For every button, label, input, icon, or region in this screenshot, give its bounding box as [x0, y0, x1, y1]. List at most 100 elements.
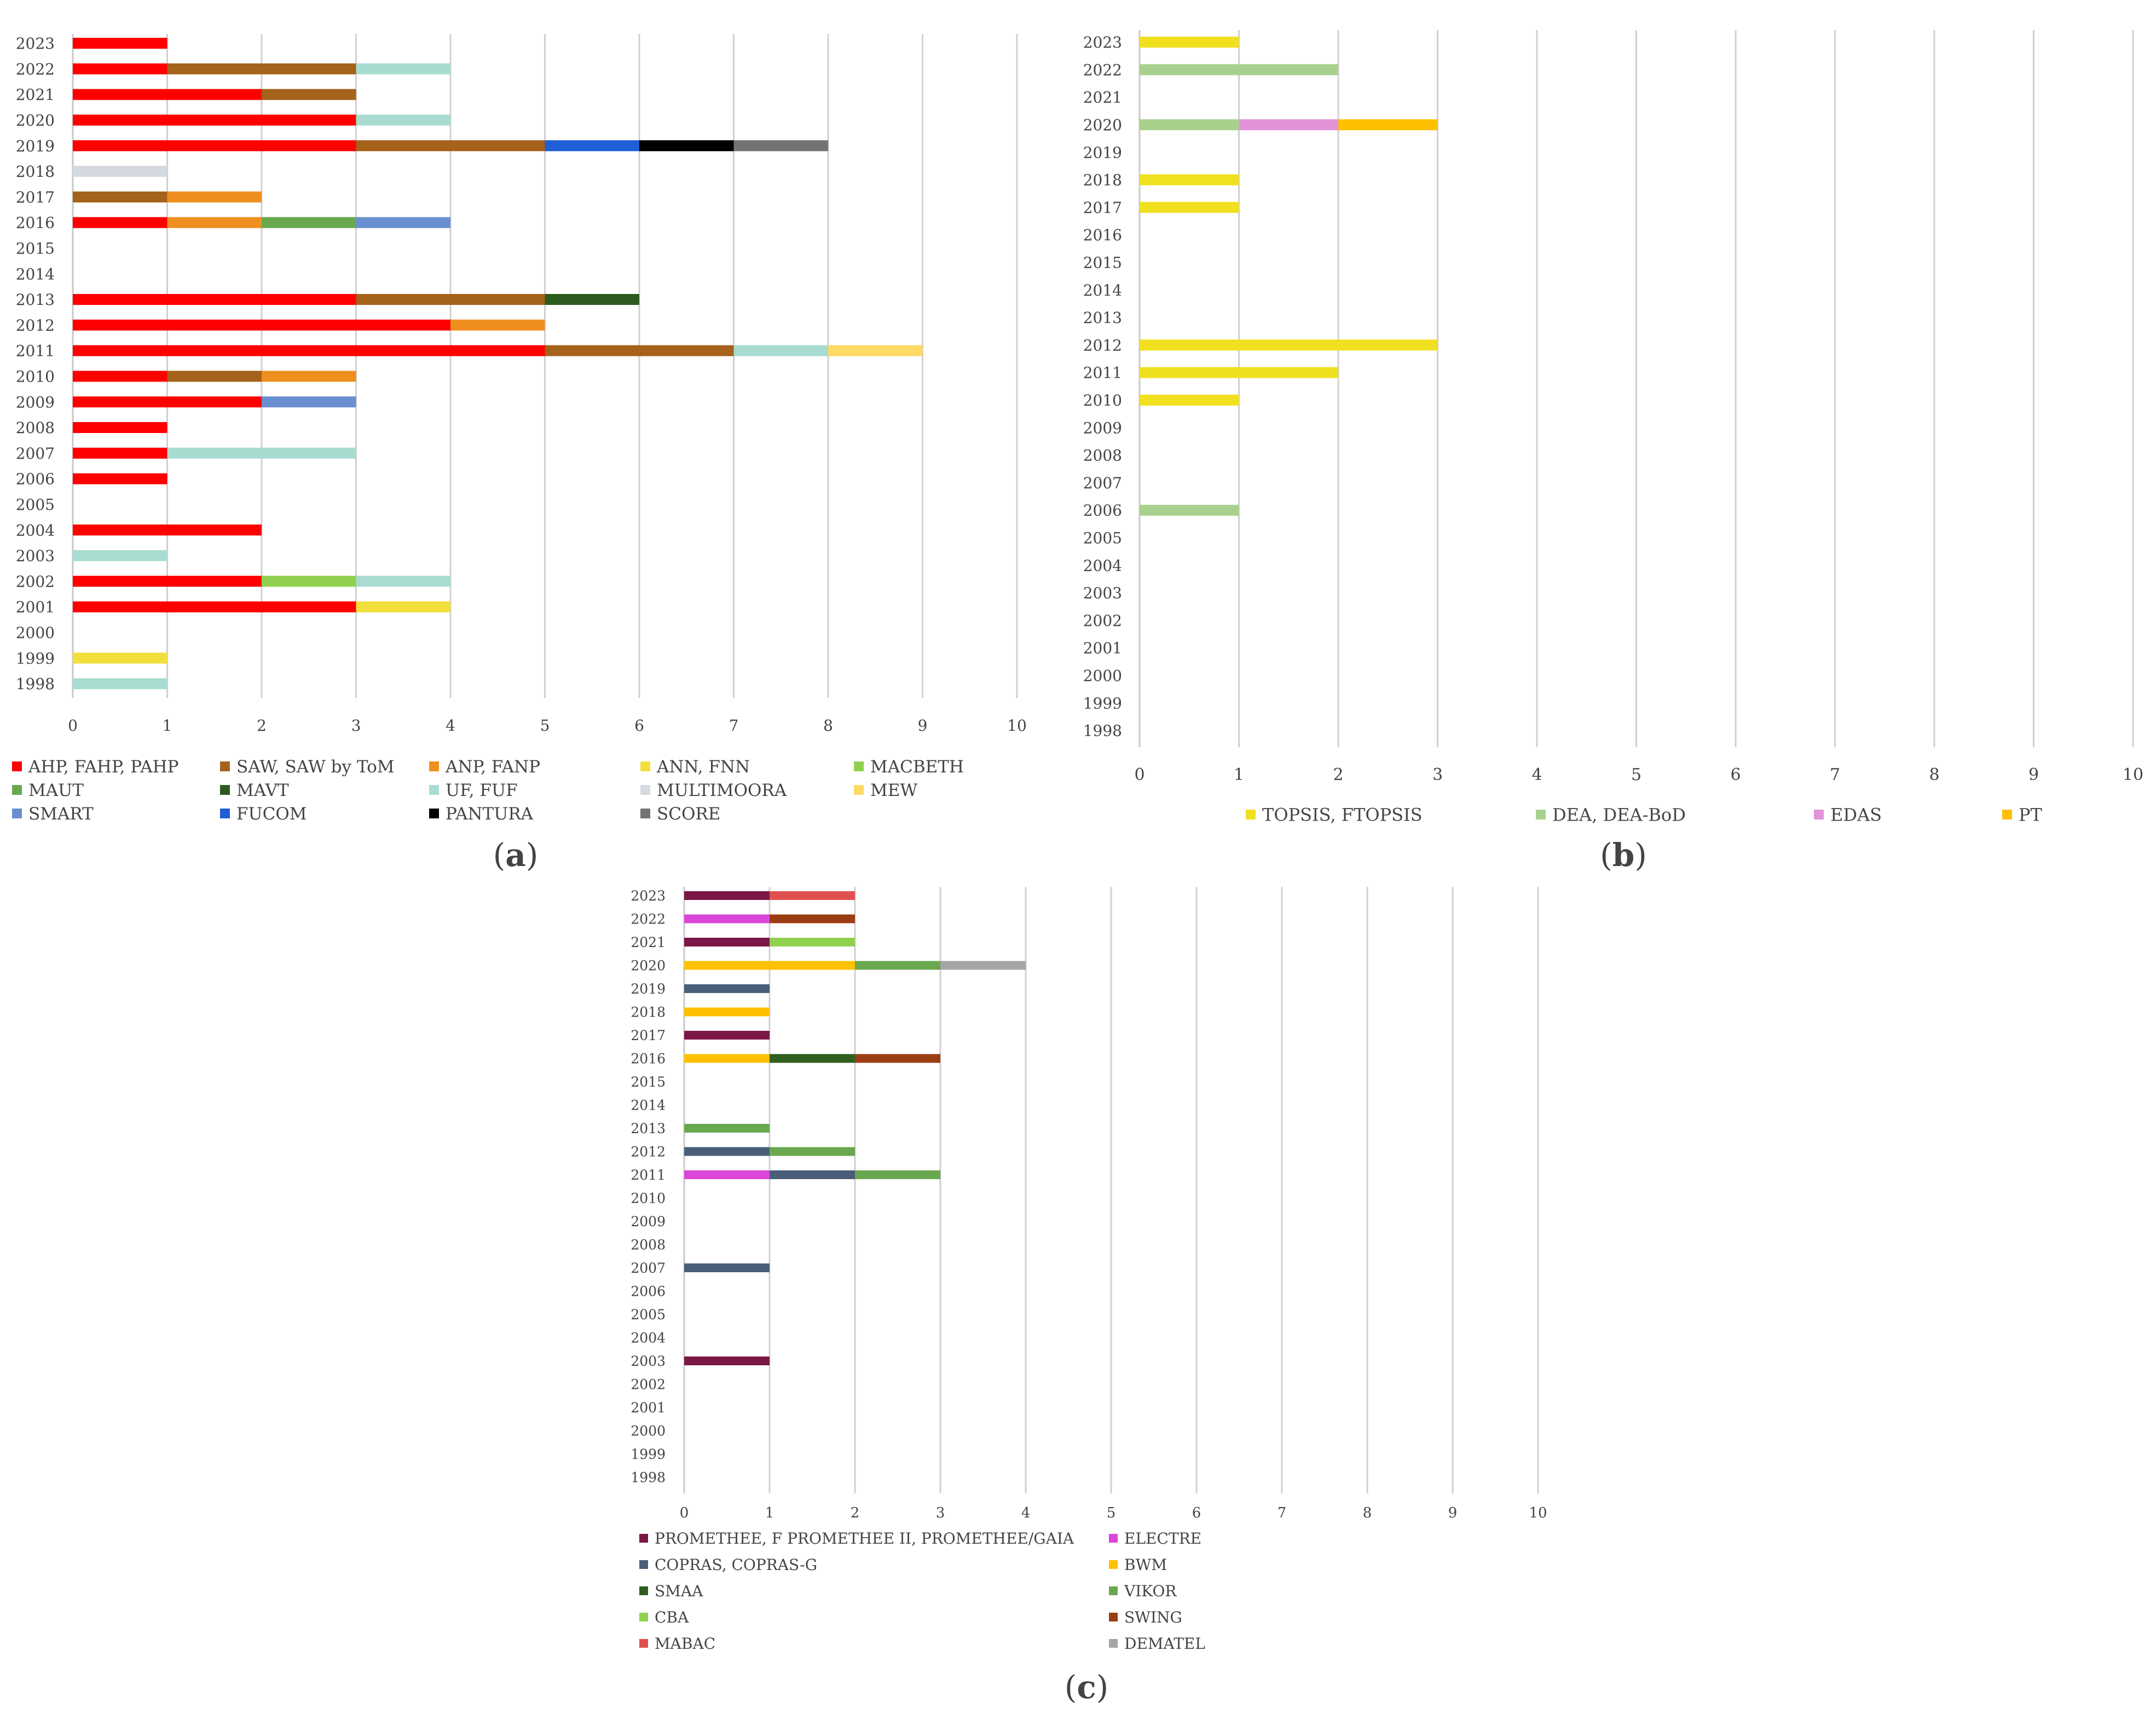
bar-c-2017-s0 — [684, 1031, 770, 1040]
bar-c-2003-s0 — [684, 1357, 770, 1365]
category-label-c-2009: 2009 — [631, 1214, 666, 1230]
legend-item-c-9: DEMATEL — [1109, 1635, 1205, 1653]
legend-label-c-1: ELECTRE — [1124, 1529, 1201, 1548]
legend-swatch-c-6 — [639, 1613, 648, 1621]
x-tick-label-a-4: 4 — [446, 717, 455, 735]
bar-a-2016-s5 — [262, 217, 356, 228]
legend-item-a-7: UF, FUF — [429, 781, 518, 800]
legend-swatch-c-2 — [639, 1560, 648, 1569]
legend-item-b-2: EDAS — [1814, 805, 1882, 826]
category-label-a-2009: 2009 — [16, 393, 55, 411]
bar-b-2010-s0 — [1140, 394, 1239, 406]
x-tick-label-a-5: 5 — [540, 717, 550, 735]
legend-item-c-4: SMAA — [639, 1582, 703, 1600]
category-label-b-2013: 2013 — [1083, 309, 1122, 327]
legend-label-c-6: CBA — [655, 1608, 689, 1626]
category-label-c-2014: 2014 — [631, 1098, 666, 1113]
x-tick-label-b-7: 7 — [1830, 765, 1840, 784]
category-label-b-2023: 2023 — [1083, 33, 1122, 51]
category-label-c-2011: 2011 — [631, 1167, 666, 1183]
category-label-b-2012: 2012 — [1083, 336, 1122, 354]
legend-label-a-12: PANTURA — [446, 804, 534, 824]
category-label-a-2012: 2012 — [16, 316, 55, 334]
bar-c-2012-s2 — [684, 1147, 770, 1156]
bar-a-2002-s7 — [356, 575, 450, 587]
legend-label-c-7: SWING — [1124, 1608, 1182, 1626]
category-label-b-2019: 2019 — [1083, 143, 1122, 161]
legend-swatch-a-9 — [854, 785, 864, 795]
x-tick-label-a-6: 6 — [634, 717, 644, 735]
bar-c-2013-s5 — [684, 1124, 770, 1133]
category-label-a-1999: 1999 — [16, 649, 55, 667]
category-label-b-2002: 2002 — [1083, 611, 1122, 630]
category-label-c-2008: 2008 — [631, 1237, 666, 1253]
x-tick-label-b-8: 8 — [1929, 765, 1939, 784]
category-label-a-2015: 2015 — [16, 239, 55, 257]
legend-swatch-a-10 — [12, 809, 22, 818]
legend-swatch-a-3 — [640, 761, 650, 771]
category-label-b-2020: 2020 — [1083, 116, 1122, 134]
bar-a-1999-s3 — [73, 653, 167, 664]
legend-swatch-c-5 — [1109, 1586, 1118, 1595]
legend-label-a-8: MULTIMOORA — [657, 781, 787, 800]
legend-label-c-3: BWM — [1124, 1556, 1167, 1574]
category-label-c-2003: 2003 — [631, 1353, 666, 1369]
legend-label-c-4: SMAA — [655, 1582, 703, 1600]
x-tick-label-a-2: 2 — [257, 717, 267, 735]
legend-label-a-13: SCORE — [657, 804, 720, 824]
legend-swatch-a-1 — [220, 761, 230, 771]
bar-c-2007-s2 — [684, 1263, 770, 1272]
category-label-c-2016: 2016 — [631, 1051, 666, 1067]
bar-a-2019-s11 — [545, 140, 639, 152]
bar-c-2023-s8 — [770, 891, 855, 900]
legend-swatch-a-6 — [220, 785, 230, 795]
bar-a-2016-s0 — [73, 217, 167, 228]
legend-item-c-5: VIKOR — [1109, 1582, 1177, 1600]
x-tick-label-c-0: 0 — [680, 1505, 689, 1521]
category-label-b-2007: 2007 — [1083, 474, 1122, 492]
category-label-a-2010: 2010 — [16, 367, 55, 385]
legend-item-a-13: SCORE — [640, 804, 720, 824]
legend-swatch-a-13 — [640, 809, 650, 818]
x-tick-label-c-7: 7 — [1278, 1505, 1287, 1521]
legend-swatch-c-7 — [1109, 1613, 1118, 1621]
bar-c-2012-s5 — [770, 1147, 855, 1156]
x-tick-label-a-10: 10 — [1007, 717, 1027, 735]
category-label-c-2010: 2010 — [631, 1191, 666, 1207]
bar-a-2019-s1 — [356, 140, 545, 152]
bar-a-2019-s12 — [639, 140, 734, 152]
category-label-a-2016: 2016 — [16, 214, 55, 232]
legend-item-a-0: AHP, FAHP, PAHP — [12, 757, 179, 777]
category-label-a-2020: 2020 — [16, 111, 55, 129]
legend-item-a-9: MEW — [854, 781, 917, 800]
bar-c-2022-s1 — [684, 914, 770, 924]
category-label-a-2014: 2014 — [16, 265, 55, 283]
category-label-c-2002: 2002 — [631, 1377, 666, 1393]
category-label-a-2022: 2022 — [16, 60, 55, 78]
category-label-a-2018: 2018 — [16, 163, 55, 181]
chart-panel-b: 0 1 2 3 4 5 6 7 8 9 10 2023 2022 2021 2020 2019 2018 2017… — [1083, 30, 2143, 874]
legend-item-a-3: ANN, FNN — [640, 757, 750, 777]
legend-swatch-b-2 — [1814, 810, 1824, 819]
category-label-c-2006: 2006 — [631, 1284, 666, 1300]
category-label-b-2017: 2017 — [1083, 199, 1122, 217]
bar-a-2004-s0 — [73, 524, 262, 536]
legend-item-b-0: TOPSIS, FTOPSIS — [1246, 805, 1423, 826]
category-label-c-2018: 2018 — [631, 1005, 666, 1020]
category-label-c-1998: 1998 — [631, 1470, 666, 1486]
x-tick-label-b-0: 0 — [1134, 765, 1145, 784]
x-tick-label-a-1: 1 — [163, 717, 172, 735]
bar-a-2012-s0 — [73, 319, 450, 331]
category-label-c-2005: 2005 — [631, 1307, 666, 1323]
bar-a-2012-s2 — [450, 319, 545, 331]
category-label-a-2007: 2007 — [16, 445, 55, 463]
category-label-a-2000: 2000 — [16, 624, 55, 642]
category-label-b-2001: 2001 — [1083, 639, 1122, 657]
legend-swatch-a-5 — [12, 785, 22, 795]
category-label-b-2021: 2021 — [1083, 89, 1122, 107]
bar-a-2016-s2 — [167, 217, 262, 228]
legend-label-a-1: SAW, SAW by ToM — [236, 757, 395, 777]
x-tick-label-b-1: 1 — [1234, 765, 1244, 784]
legend-swatch-a-7 — [429, 785, 439, 795]
